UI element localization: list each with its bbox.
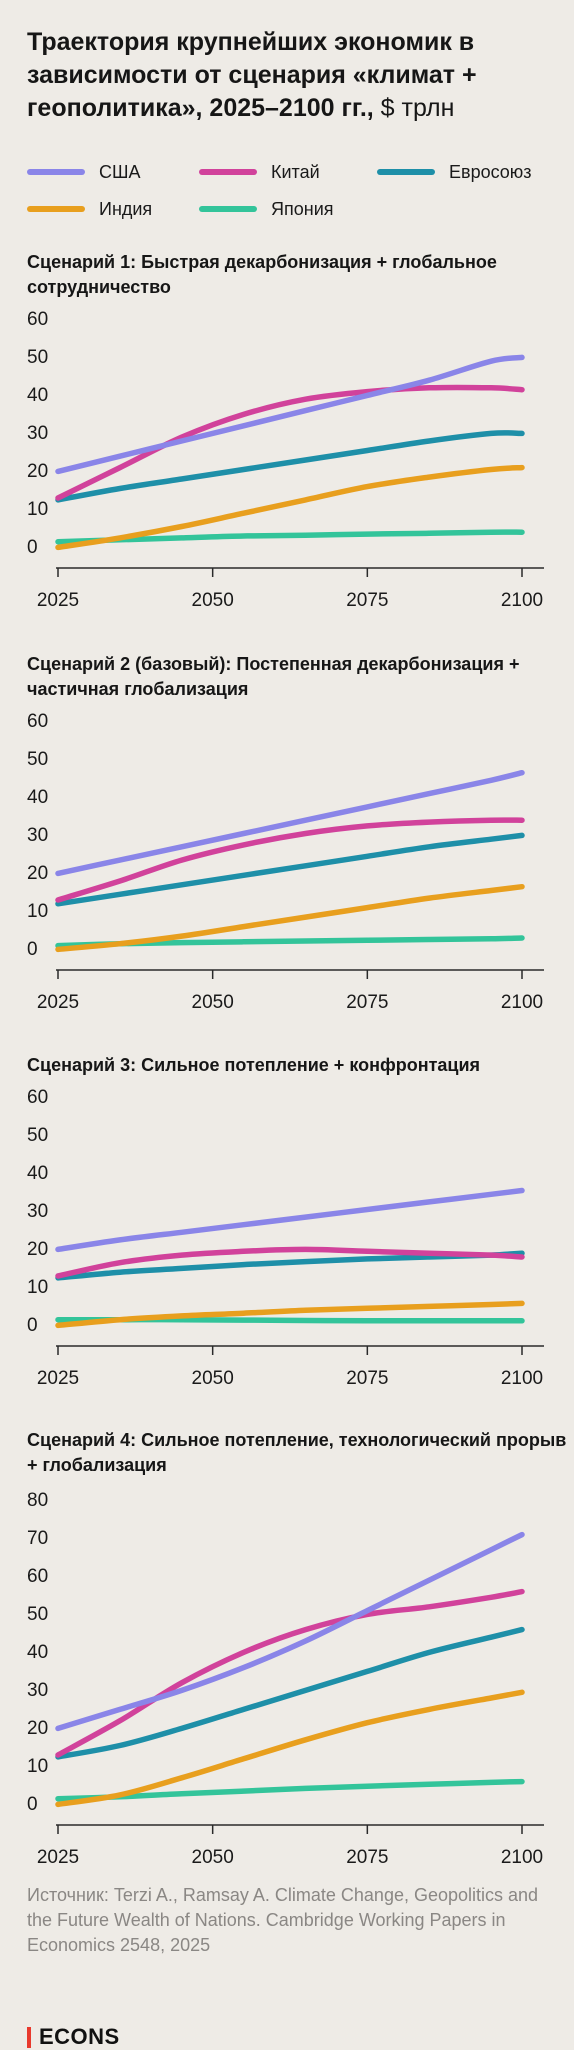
chart-2-ytick-label: 50 <box>27 749 48 770</box>
chart-4-line-japan <box>55 1778 525 1802</box>
legend-swatch-eu <box>377 169 435 175</box>
chart-1-xtick-label: 2075 <box>346 590 388 611</box>
chart-4-line-china <box>55 1588 525 1758</box>
legend-item-china: Китай <box>199 160 320 184</box>
chart-1-line-us <box>55 354 525 475</box>
chart-1-line-eu <box>55 430 525 503</box>
chart-3-line-india <box>55 1300 525 1329</box>
chart-4-line-us <box>55 1531 525 1732</box>
chart-3-ytick-label: 10 <box>27 1277 48 1298</box>
chart-2-ytick-label: 60 <box>27 711 48 732</box>
chart-3-title: Сценарий 3: Сильное потепление + конфрон… <box>27 1055 481 1075</box>
chart-1-ytick-label: 30 <box>27 423 48 444</box>
chart-4-ytick-label: 70 <box>27 1528 48 1549</box>
chart-4-xtick-label: 2050 <box>192 1847 234 1868</box>
chart-4-xtick-label: 2025 <box>37 1847 79 1868</box>
chart-3-ytick-label: 40 <box>27 1163 48 1184</box>
legend-label-japan: Япония <box>271 198 334 219</box>
chart-4-xtick-label: 2100 <box>501 1847 543 1868</box>
chart-4-ytick-label: 10 <box>27 1756 48 1777</box>
legend-label-china: Китай <box>271 161 320 182</box>
legend-label-us: США <box>99 161 141 182</box>
chart-4-title: Сценарий 4: Сильное потепление, технолог… <box>27 1430 567 1475</box>
chart-2-title: Сценарий 2 (базовый): Постепенная декарб… <box>27 654 520 699</box>
chart-4-ytick-label: 50 <box>27 1604 48 1625</box>
legend-label-eu: Евросоюз <box>449 161 532 182</box>
chart-2-line-india <box>55 883 525 953</box>
chart-4-ytick-label: 40 <box>27 1642 48 1663</box>
chart-3-ytick-label: 20 <box>27 1239 48 1260</box>
chart-1-xtick-label: 2050 <box>192 590 234 611</box>
chart-4-ytick-label: 0 <box>27 1794 38 1815</box>
chart-4-ytick-label: 20 <box>27 1718 48 1739</box>
chart-3-xtick-label: 2025 <box>37 1368 79 1389</box>
chart-1-ytick-label: 20 <box>27 461 48 482</box>
chart-1-ytick-label: 50 <box>27 347 48 368</box>
chart-4-xtick-label: 2075 <box>346 1847 388 1868</box>
legend-swatch-india <box>27 206 85 212</box>
chart-3-ytick-label: 30 <box>27 1201 48 1222</box>
logo-text: ECONS <box>39 2024 120 2049</box>
chart-4-ytick-label: 30 <box>27 1680 48 1701</box>
chart-1-line-china <box>55 384 525 501</box>
chart-1-ytick-label: 60 <box>27 309 48 330</box>
chart-4-ytick-label: 80 <box>27 1490 48 1511</box>
page-title: Траектория крупнейших экономик в зависим… <box>27 26 557 125</box>
legend-item-us: США <box>27 160 141 184</box>
chart-3-xtick-label: 2075 <box>346 1368 388 1389</box>
source-note: Источник: Terzi A., Ramsay A. Climate Ch… <box>27 1885 539 1955</box>
chart-3-xtick-label: 2100 <box>501 1368 543 1389</box>
chart-3-ytick-label: 0 <box>27 1315 38 1336</box>
chart-2-line-china <box>55 817 525 903</box>
chart-1-ytick-label: 0 <box>27 537 38 558</box>
legend-swatch-us <box>27 169 85 175</box>
chart-2-ytick-label: 0 <box>27 939 38 960</box>
chart-4-ytick-label: 60 <box>27 1566 48 1587</box>
chart-1-ytick-label: 40 <box>27 385 48 406</box>
chart-4-line-eu <box>55 1626 525 1760</box>
chart-2-ytick-label: 10 <box>27 901 48 922</box>
legend-swatch-china <box>199 169 257 175</box>
chart-2-line-eu <box>55 832 525 907</box>
title-text: Траектория крупнейших экономик в зависим… <box>27 28 477 122</box>
chart-3-xtick-label: 2050 <box>192 1368 234 1389</box>
chart-1-ytick-label: 10 <box>27 499 48 520</box>
legend-item-india: Индия <box>27 197 152 221</box>
chart-3-line-us <box>55 1187 525 1253</box>
chart-2-xtick-label: 2075 <box>346 992 388 1013</box>
title-unit: $ трлн <box>380 94 455 122</box>
logo-bar <box>27 2026 31 2048</box>
chart-2-xtick-label: 2050 <box>192 992 234 1013</box>
legend-item-japan: Япония <box>199 197 334 221</box>
legend-label-india: Индия <box>99 198 153 219</box>
econs-logo: ECONS <box>27 2024 120 2049</box>
chart-3-ytick-label: 60 <box>27 1087 48 1108</box>
chart-3-ytick-label: 50 <box>27 1125 48 1146</box>
chart-2-xtick-label: 2100 <box>501 992 543 1013</box>
chart-2-line-us <box>55 769 525 877</box>
chart-1-xtick-label: 2100 <box>501 590 543 611</box>
chart-1-line-india <box>55 464 525 551</box>
chart-1-line-japan <box>55 529 525 545</box>
legend-item-eu: Евросоюз <box>377 160 532 184</box>
legend-swatch-japan <box>199 206 257 212</box>
chart-2-xtick-label: 2025 <box>37 992 79 1013</box>
chart-2-ytick-label: 20 <box>27 863 48 884</box>
chart-3-line-china <box>55 1246 525 1279</box>
chart-1-title: Сценарий 1: Быстрая декарбонизация + гло… <box>27 252 497 297</box>
chart-2-ytick-label: 40 <box>27 787 48 808</box>
chart-2-ytick-label: 30 <box>27 825 48 846</box>
chart-1-xtick-label: 2025 <box>37 590 79 611</box>
chart-4-line-india <box>55 1689 525 1808</box>
